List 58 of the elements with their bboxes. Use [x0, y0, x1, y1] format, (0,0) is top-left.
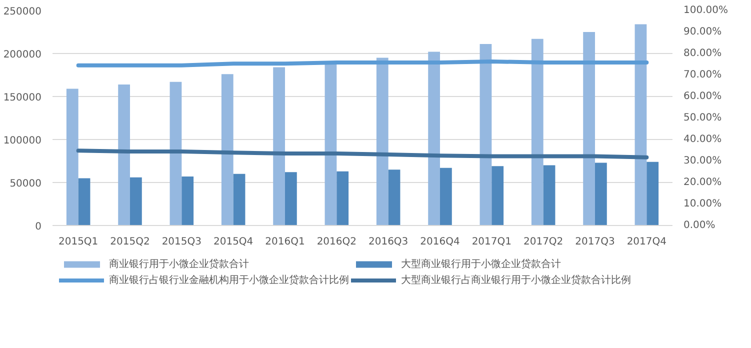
- y-tick-label: 50000: [10, 178, 42, 190]
- bar: [78, 178, 90, 226]
- y-tick-label: 200000: [3, 50, 42, 60]
- y-tick-label: 0: [35, 222, 42, 232]
- bar: [66, 88, 78, 226]
- bar: [182, 176, 194, 226]
- legend-label: 大型商业银行占商业银行用于小微企业贷款合计比例: [401, 274, 632, 287]
- x-tick-label: 2015Q1: [58, 236, 98, 248]
- bar: [531, 38, 544, 226]
- y-tick-label: 250000: [3, 6, 42, 18]
- bar: [440, 168, 452, 226]
- bar: [336, 171, 349, 226]
- bar: [428, 52, 440, 226]
- bar: [634, 24, 647, 226]
- x-tick-label: 2016Q4: [420, 236, 460, 248]
- bar: [285, 172, 297, 226]
- y2-tick-label: 70.00%: [684, 70, 722, 80]
- x-tick-label: 2016Q1: [265, 236, 305, 248]
- x-tick-label: 2015Q4: [213, 236, 254, 248]
- y2-tick-label: 80.00%: [684, 48, 722, 59]
- bar: [130, 177, 142, 226]
- bar: [170, 82, 182, 226]
- x-tick-label: 2017Q3: [575, 236, 615, 248]
- y2-tick-label: 90.00%: [684, 26, 722, 38]
- y2-tick-label: 60.00%: [684, 91, 722, 102]
- bar: [543, 165, 556, 226]
- bar: [480, 44, 492, 226]
- x-tick-label: 2017Q4: [626, 236, 667, 248]
- legend-label: 商业银行用于小微企业贷款合计: [109, 258, 250, 271]
- x-tick-label: 2016Q3: [368, 236, 408, 248]
- y2-tick-label: 10.00%: [684, 198, 722, 210]
- y2-tick-label: 20.00%: [684, 177, 722, 188]
- line-series: [76, 148, 649, 160]
- bar: [273, 67, 285, 226]
- x-tick-label: 2017Q2: [523, 236, 564, 248]
- x-tick-label: 2016Q2: [316, 236, 357, 248]
- legend-label: 大型商业银行用于小微企业贷款合计: [401, 258, 562, 271]
- bar: [646, 162, 659, 226]
- bar: [221, 74, 234, 226]
- y2-tick-label: 40.00%: [684, 134, 722, 145]
- bar: [324, 62, 337, 226]
- x-tick-label: 2015Q2: [110, 236, 150, 248]
- bar: [595, 162, 607, 226]
- y2-tick-label: 100.00%: [684, 5, 728, 16]
- bar: [118, 84, 130, 226]
- y2-tick-label: 50.00%: [684, 112, 722, 124]
- legend-label: 商业银行占银行业金融机构用于小微企业贷款合计比例: [109, 274, 349, 287]
- bar: [492, 166, 504, 226]
- bar: [376, 58, 388, 226]
- y-tick-label: 100000: [3, 136, 42, 146]
- y2-tick-label: 0.00%: [684, 220, 716, 231]
- y-tick-label: 150000: [3, 92, 42, 104]
- y2-tick-label: 30.00%: [684, 156, 722, 166]
- x-tick-label: 2017Q1: [472, 236, 512, 248]
- bar: [233, 174, 246, 226]
- bar: [583, 32, 595, 226]
- x-tick-label: 2015Q3: [162, 236, 202, 248]
- bar: [388, 170, 400, 226]
